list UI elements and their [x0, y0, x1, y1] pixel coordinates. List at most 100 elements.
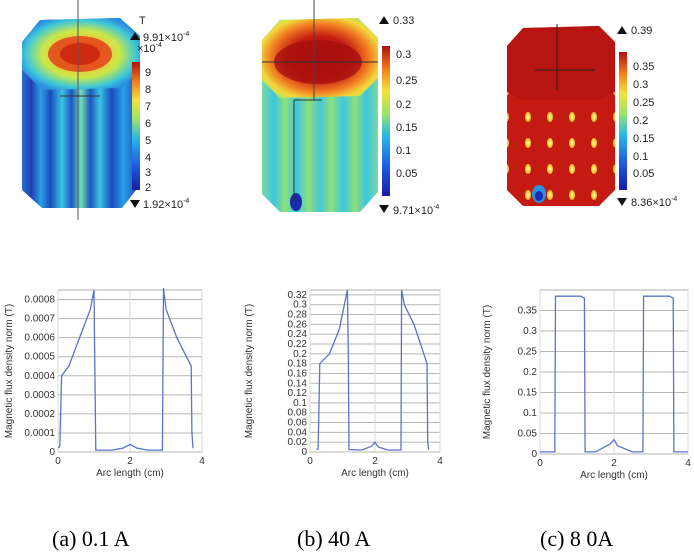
line-chart-c: 0 0.05 0.1 0.15 0.2 0.25 0.3 0.35 0 2 4 Arc length …: [482, 289, 691, 480]
y-tick-label: 0.24: [288, 329, 308, 340]
colorbar-ticks-a: 9 8 7 6 5 4 3 2: [145, 67, 151, 194]
simulation-panel-a: T 9.91×10-4 ×10-4 9 8 7 6 5 4 3 2 1.92×1…: [0, 0, 230, 230]
simulation-b-figure: 0.33 0.3 0.25 0.2 0.15 0.1 0.05 9.71×10-…: [262, 0, 439, 217]
x-tick-label: 4: [437, 456, 443, 467]
max-marker-icon-a: [130, 32, 140, 40]
simulation-panel-c: 0.39 0.35 0.3 0.25 0.2 0.15 0.1 0.05 8.3…: [495, 0, 694, 230]
y-tick-label: 0.08: [288, 408, 308, 419]
min-marker-icon-b: [379, 205, 389, 213]
x-tick-label: 4: [199, 456, 205, 467]
simulation-a-figure: T 9.91×10-4 ×10-4 9 8 7 6 5 4 3 2 1.92×1…: [22, 0, 189, 220]
max-label-a: 9.91×10-4: [143, 31, 189, 44]
y-axis-title: Magnetic flux density norm (T): [4, 304, 15, 439]
cb-tick: 0.1: [396, 145, 411, 157]
cb-tick: 2: [145, 182, 151, 194]
scale-label-a: ×10-4: [137, 42, 162, 55]
y-tick-label: 0.02: [288, 437, 308, 448]
cb-tick: 4: [145, 152, 151, 164]
min-label-b: 9.71×10-4: [393, 204, 439, 217]
cb-tick: 5: [145, 135, 151, 147]
plot-panel-c: 0 0.05 0.1 0.15 0.2 0.25 0.3 0.35 0 2 4 Arc length …: [478, 280, 694, 480]
cb-tick: 8: [145, 84, 151, 96]
x-tick-label: 2: [372, 456, 378, 467]
cb-tick: 0.1: [633, 151, 648, 163]
max-label-b: 0.33: [393, 15, 414, 27]
y-tick-label: 0.05: [518, 429, 538, 440]
caption-c: (c) 8 0A: [540, 526, 614, 551]
cb-tick: 0.25: [633, 97, 654, 109]
y-tick-label: 0.25: [518, 347, 538, 358]
colorbar-c: [619, 52, 627, 190]
y-tick-label: 0.0004: [24, 371, 55, 382]
y-tick-label: 0.16: [288, 368, 308, 379]
y-tick-label: 0.18: [288, 359, 308, 370]
y-tick-label: 0.0005: [24, 352, 55, 363]
y-tick-label: 0.12: [288, 388, 308, 399]
y-tick-label: 0.15: [518, 388, 538, 399]
y-tick-label: 0.0002: [24, 409, 55, 420]
max-marker-icon-c: [617, 26, 627, 34]
cb-tick: 0.3: [396, 49, 411, 61]
cb-tick: 0.05: [633, 168, 654, 180]
x-tick-label: 4: [685, 458, 691, 469]
colorbar-a: [132, 62, 140, 190]
y-tick-label: 0.0001: [24, 428, 55, 439]
cb-tick: 7: [145, 101, 151, 113]
colorbar-ticks-b: 0.3 0.25 0.2 0.15 0.1 0.05: [396, 49, 417, 180]
cb-tick: 0.35: [633, 61, 654, 73]
max-label-c: 0.39: [631, 25, 652, 37]
y-tick-label: 0: [301, 447, 307, 458]
colorbar-ticks-c: 0.35 0.3 0.25 0.2 0.15 0.1 0.05: [633, 61, 654, 180]
simulation-panel-b: 0.33 0.3 0.25 0.2 0.15 0.1 0.05 9.71×10-…: [250, 0, 450, 230]
y-axis-title: Magnetic flux density norm (T): [244, 304, 255, 439]
cb-tick: 3: [145, 167, 151, 179]
caption-b: (b) 40 A: [297, 526, 371, 551]
min-label-c: 8.36×10-4: [631, 196, 677, 209]
line-chart-b: 00.020.040.060.080.10.120.140.160.180.20…: [244, 289, 443, 479]
cb-tick: 0.15: [633, 133, 654, 145]
x-tick-label: 0: [55, 456, 61, 467]
y-tick-label: 0.1: [523, 408, 537, 419]
unit-label-a: T: [139, 15, 146, 27]
x-tick-label: 0: [537, 458, 543, 469]
colorbar-b: [382, 46, 390, 196]
simulation-c-figure: 0.39 0.35 0.3 0.25 0.2 0.15 0.1 0.05 8.3…: [507, 24, 677, 209]
y-tick-label: 0.2: [523, 367, 537, 378]
x-tick-label: 2: [611, 458, 617, 469]
min-marker-icon-c: [617, 198, 627, 206]
series-line: [540, 295, 688, 453]
x-axis-title: Arc length (cm): [96, 468, 164, 479]
cb-tick: 0.25: [396, 75, 417, 87]
y-tick-label: 0: [49, 447, 55, 458]
y-tick-label: 0.26: [288, 319, 308, 330]
x-tick-label: 2: [127, 456, 133, 467]
y-tick-label: 0.14: [288, 378, 308, 389]
cb-tick: 0.15: [396, 122, 417, 134]
conductor-top-c: [507, 26, 615, 100]
y-axis-title: Magnetic flux density norm (T): [482, 305, 493, 440]
y-tick-label: 0.1: [293, 398, 307, 409]
plot-panel-b: 0 0.02 0.04 0.06 0.08 0.1 0.12 0.14 0.16 0.18 0.2 0…: [240, 280, 455, 480]
low-field-spot-b: [290, 193, 302, 211]
y-tick-label: 0.04: [288, 427, 308, 438]
cb-tick: 9: [145, 67, 151, 79]
min-marker-icon-a: [130, 200, 140, 208]
y-tick-label: 0.0006: [24, 333, 55, 344]
line-chart-a: 0 0.0001 0.0002 0.0003 0.0004 0.0005 0.0006 0.0…: [4, 288, 205, 479]
max-marker-icon-b: [379, 16, 389, 24]
x-axis-title: Arc length (cm): [580, 470, 648, 480]
y-tick-label: 0.0003: [24, 390, 55, 401]
caption-a: (a) 0.1 A: [52, 526, 130, 551]
cb-tick: 0.3: [633, 79, 648, 91]
y-tick-label: 0.22: [288, 339, 308, 350]
cb-tick: 6: [145, 118, 151, 130]
y-tick-label: 0.0008: [24, 295, 55, 306]
y-tick-label: 0.3: [293, 300, 307, 311]
x-tick-label: 0: [307, 456, 313, 467]
plot-panel-a: 0 0.0001 0.0002 0.0003 0.0004 0.0005 0.0006 0.0…: [0, 280, 230, 480]
y-tick-label: 0.32: [288, 290, 308, 301]
x-axis-title: Arc length (cm): [341, 468, 409, 479]
series-line: [316, 289, 430, 451]
y-tick-label: 0.28: [288, 310, 308, 321]
cb-tick: 0.2: [396, 99, 411, 111]
